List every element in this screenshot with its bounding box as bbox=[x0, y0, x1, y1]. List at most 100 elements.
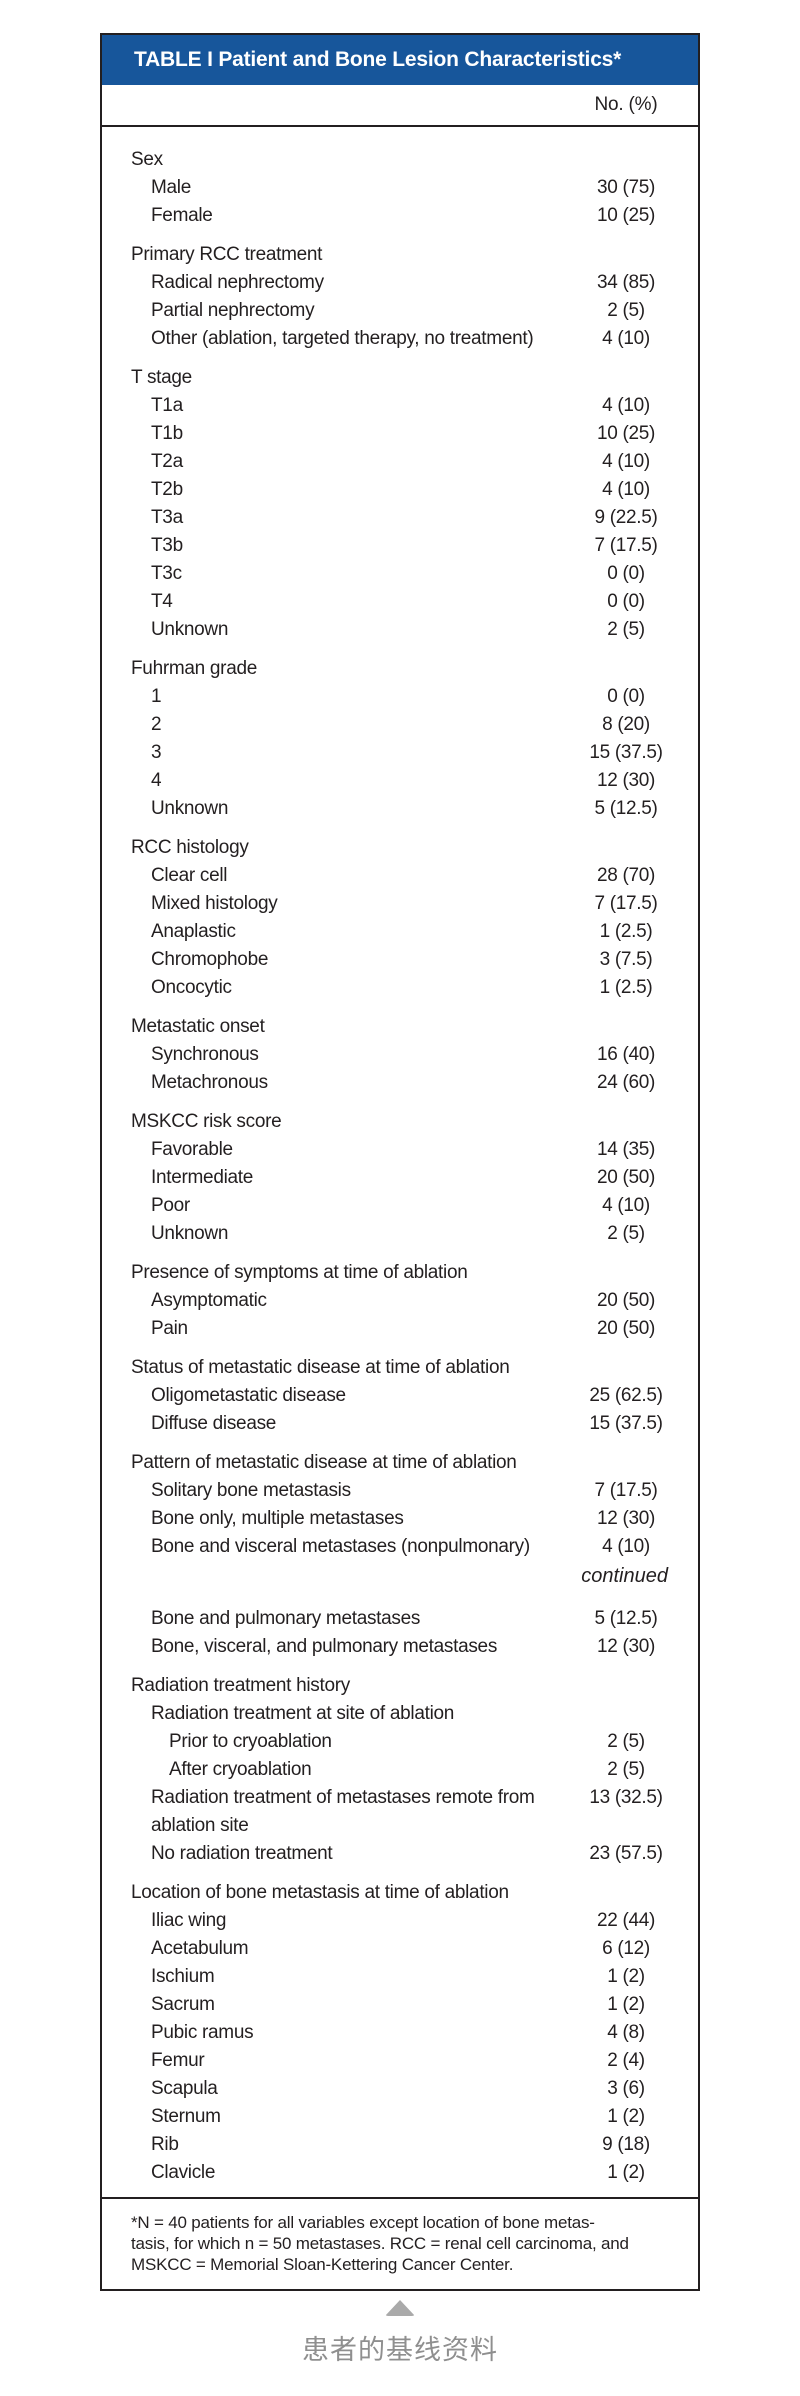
row-value: 24 (60) bbox=[596, 1072, 656, 1093]
row-label: Sternum bbox=[151, 2106, 221, 2127]
table-row: Rib 9 (18) bbox=[102, 2131, 698, 2159]
row-value: 10 (25) bbox=[596, 205, 656, 226]
row-label-line2: ablation site bbox=[151, 1815, 249, 1836]
row-value: 1 (2.5) bbox=[599, 921, 653, 942]
table-row: Radiation treatment of metastases remote… bbox=[102, 1784, 698, 1840]
row-label: Favorable bbox=[151, 1139, 233, 1160]
table-row: Chromophobe 3 (7.5) bbox=[102, 946, 698, 974]
row-label: Radiation treatment of metastases remote… bbox=[151, 1784, 554, 1840]
row-label: Status of metastatic disease at time of … bbox=[131, 1357, 510, 1378]
row-value: 1 (2) bbox=[607, 1966, 645, 1987]
table-row: Metachronous 24 (60) bbox=[102, 1069, 698, 1097]
row-label: Radiation treatment history bbox=[131, 1675, 350, 1696]
table-row: 2 8 (20) bbox=[102, 711, 698, 739]
table-row: Ischium 1 (2) bbox=[102, 1963, 698, 1991]
footnote-line: *N = 40 patients for all variables excep… bbox=[131, 2213, 595, 2232]
table-row: T2b 4 (10) bbox=[102, 476, 698, 504]
row-label: continued bbox=[581, 1565, 668, 1587]
row-label: T1a bbox=[151, 395, 183, 416]
table-row: Unknown 5 (12.5) bbox=[102, 795, 698, 823]
row-value: 9 (18) bbox=[602, 2134, 650, 2155]
characteristics-table: TABLE I Patient and Bone Lesion Characte… bbox=[100, 33, 700, 2291]
section-header-row: MSKCC risk score bbox=[102, 1108, 698, 1136]
row-label: Other (ablation, targeted therapy, no tr… bbox=[151, 328, 534, 349]
row-label: Primary RCC treatment bbox=[131, 244, 323, 265]
row-label: Solitary bone metastasis bbox=[151, 1480, 351, 1501]
section-header-row: RCC histology bbox=[102, 834, 698, 862]
row-label: Pattern of metastatic disease at time of… bbox=[131, 1452, 517, 1473]
row-label: Clavicle bbox=[151, 2162, 216, 2183]
table-row: Partial nephrectomy 2 (5) bbox=[102, 297, 698, 325]
table-row: Prior to cryoablation 2 (5) bbox=[102, 1728, 698, 1756]
row-value: 12 (30) bbox=[596, 1636, 656, 1657]
row-value: 15 (37.5) bbox=[589, 742, 663, 763]
section-header-row: Status of metastatic disease at time of … bbox=[102, 1354, 698, 1382]
table-row: Bone and pulmonary metastases 5 (12.5) bbox=[102, 1605, 698, 1633]
row-value: 34 (85) bbox=[596, 272, 656, 293]
row-label: Poor bbox=[151, 1195, 190, 1216]
row-label: Male bbox=[151, 177, 191, 198]
table-row: Radiation treatment at site of ablation bbox=[102, 1700, 698, 1728]
row-value: 2 (4) bbox=[607, 2050, 645, 2071]
table-row: Other (ablation, targeted therapy, no tr… bbox=[102, 325, 698, 353]
row-value: 2 (5) bbox=[607, 619, 645, 640]
table-row: T1b 10 (25) bbox=[102, 420, 698, 448]
table-row: Bone and visceral metastases (nonpulmona… bbox=[102, 1533, 698, 1561]
row-label: Femur bbox=[151, 2050, 205, 2071]
row-label: MSKCC risk score bbox=[131, 1111, 282, 1132]
row-value: 6 (12) bbox=[602, 1938, 650, 1959]
section-header-row: Primary RCC treatment bbox=[102, 241, 698, 269]
row-value: 30 (75) bbox=[596, 177, 656, 198]
row-label: 3 bbox=[151, 742, 162, 763]
table-row: 3 15 (37.5) bbox=[102, 739, 698, 767]
row-label: Metastatic onset bbox=[131, 1016, 265, 1037]
row-label: T3c bbox=[151, 563, 182, 584]
row-value: 0 (0) bbox=[607, 563, 645, 584]
row-label: Sex bbox=[131, 149, 163, 170]
row-value: 23 (57.5) bbox=[589, 1843, 663, 1864]
row-label: Metachronous bbox=[151, 1072, 268, 1093]
row-value: 9 (22.5) bbox=[594, 507, 658, 528]
row-value: 10 (25) bbox=[596, 423, 656, 444]
table-row: Bone only, multiple metastases 12 (30) bbox=[102, 1505, 698, 1533]
row-value: 4 (10) bbox=[602, 328, 650, 349]
row-label: Location of bone metastasis at time of a… bbox=[131, 1882, 509, 1903]
table-row: Favorable 14 (35) bbox=[102, 1136, 698, 1164]
row-label: Bone only, multiple metastases bbox=[151, 1508, 404, 1529]
row-value: 7 (17.5) bbox=[594, 1480, 658, 1501]
row-label: Bone and visceral metastases (nonpulmona… bbox=[151, 1536, 530, 1557]
table-row: Male 30 (75) bbox=[102, 174, 698, 202]
row-value: 0 (0) bbox=[607, 686, 645, 707]
row-value: 2 (5) bbox=[607, 1731, 645, 1752]
row-label: 4 bbox=[151, 770, 162, 791]
row-label: Ischium bbox=[151, 1966, 215, 1987]
table-row: T4 0 (0) bbox=[102, 588, 698, 616]
row-label: T2b bbox=[151, 479, 183, 500]
row-label: T stage bbox=[131, 367, 192, 388]
row-value: 3 (7.5) bbox=[599, 949, 653, 970]
row-value: 2 (5) bbox=[607, 1759, 645, 1780]
table-row: T3c 0 (0) bbox=[102, 560, 698, 588]
row-label: Asymptomatic bbox=[151, 1290, 267, 1311]
row-label: Oncocytic bbox=[151, 977, 232, 998]
row-label: Chromophobe bbox=[151, 949, 269, 970]
footnote-line: MSKCC = Memorial Sloan-Kettering Cancer … bbox=[131, 2255, 514, 2274]
row-value: 12 (30) bbox=[596, 1508, 656, 1529]
section-header-row: Presence of symptoms at time of ablation bbox=[102, 1259, 698, 1287]
table-row: Intermediate 20 (50) bbox=[102, 1164, 698, 1192]
row-value: 13 (32.5) bbox=[589, 1787, 663, 1808]
row-label: Rib bbox=[151, 2134, 179, 2155]
footnote-line: tasis, for which n = 50 metastases. RCC … bbox=[131, 2234, 629, 2253]
table-row: Female 10 (25) bbox=[102, 202, 698, 230]
row-value: 2 (5) bbox=[607, 300, 645, 321]
section-header-row: Location of bone metastasis at time of a… bbox=[102, 1879, 698, 1907]
table-row: Asymptomatic 20 (50) bbox=[102, 1287, 698, 1315]
section-header-row: Metastatic onset bbox=[102, 1013, 698, 1041]
table-row: Anaplastic 1 (2.5) bbox=[102, 918, 698, 946]
row-value: 25 (62.5) bbox=[589, 1385, 663, 1406]
row-label: Unknown bbox=[151, 619, 229, 640]
table-row: 4 12 (30) bbox=[102, 767, 698, 795]
table-row: No radiation treatment 23 (57.5) bbox=[102, 1840, 698, 1868]
row-label: Acetabulum bbox=[151, 1938, 249, 1959]
table-row: T1a 4 (10) bbox=[102, 392, 698, 420]
